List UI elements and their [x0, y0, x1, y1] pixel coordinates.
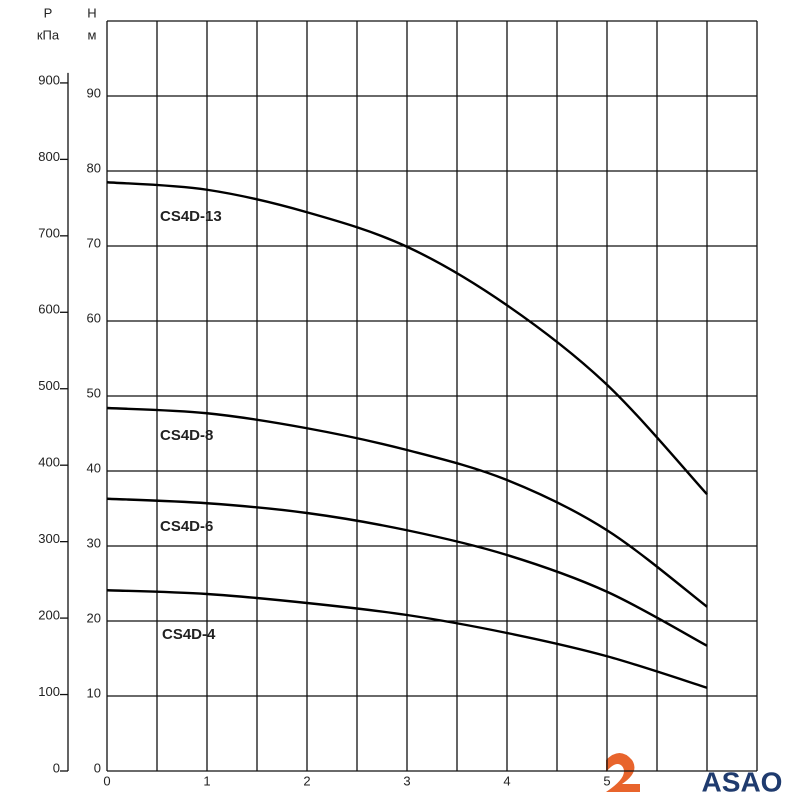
y2-tick-label: 100 — [38, 684, 60, 699]
x-tick-label: 4 — [503, 773, 510, 788]
x-tick-label: 0 — [103, 773, 110, 788]
y-tick-label: 60 — [87, 310, 101, 325]
y2-tick-label: 600 — [38, 302, 60, 317]
curve — [106, 497, 708, 647]
y2-tick-label: 0 — [53, 760, 60, 775]
y2-label: P — [44, 5, 53, 20]
curve — [106, 589, 708, 689]
y-tick-label: 30 — [87, 535, 101, 550]
y-tick-label: 90 — [87, 85, 101, 100]
y-tick-label: 40 — [87, 460, 101, 475]
y2-tick-label: 700 — [38, 225, 60, 240]
y-tick-label: 80 — [87, 160, 101, 175]
series-label: CS4D-4 — [162, 626, 216, 643]
y-tick-label: 10 — [87, 685, 101, 700]
series-label: CS4D-8 — [160, 427, 213, 444]
y2-tick-label: 200 — [38, 608, 60, 623]
y-tick-label: 50 — [87, 385, 101, 400]
y2-tick-label: 800 — [38, 149, 60, 164]
x-tick-label: 3 — [403, 773, 410, 788]
y2-tick-label: 900 — [38, 72, 60, 87]
y-tick-label: 70 — [87, 235, 101, 250]
curve — [106, 406, 708, 608]
series-label: CS4D-13 — [160, 208, 222, 225]
x-tick-label: 1 — [203, 773, 210, 788]
y2-tick-label: 500 — [38, 378, 60, 393]
y2-unit: кПа — [37, 27, 60, 42]
x-tick-label: 5 — [603, 773, 610, 788]
y-label: Н — [87, 5, 96, 20]
x-tick-label: 2 — [303, 773, 310, 788]
curve — [106, 181, 708, 496]
y-tick-label: 0 — [94, 760, 101, 775]
y2-tick-label: 300 — [38, 531, 60, 546]
series-label: CS4D-6 — [160, 518, 213, 535]
y2-tick-label: 400 — [38, 455, 60, 470]
y-tick-label: 20 — [87, 610, 101, 625]
y-unit: м — [88, 27, 97, 42]
logo-icon — [606, 753, 640, 792]
